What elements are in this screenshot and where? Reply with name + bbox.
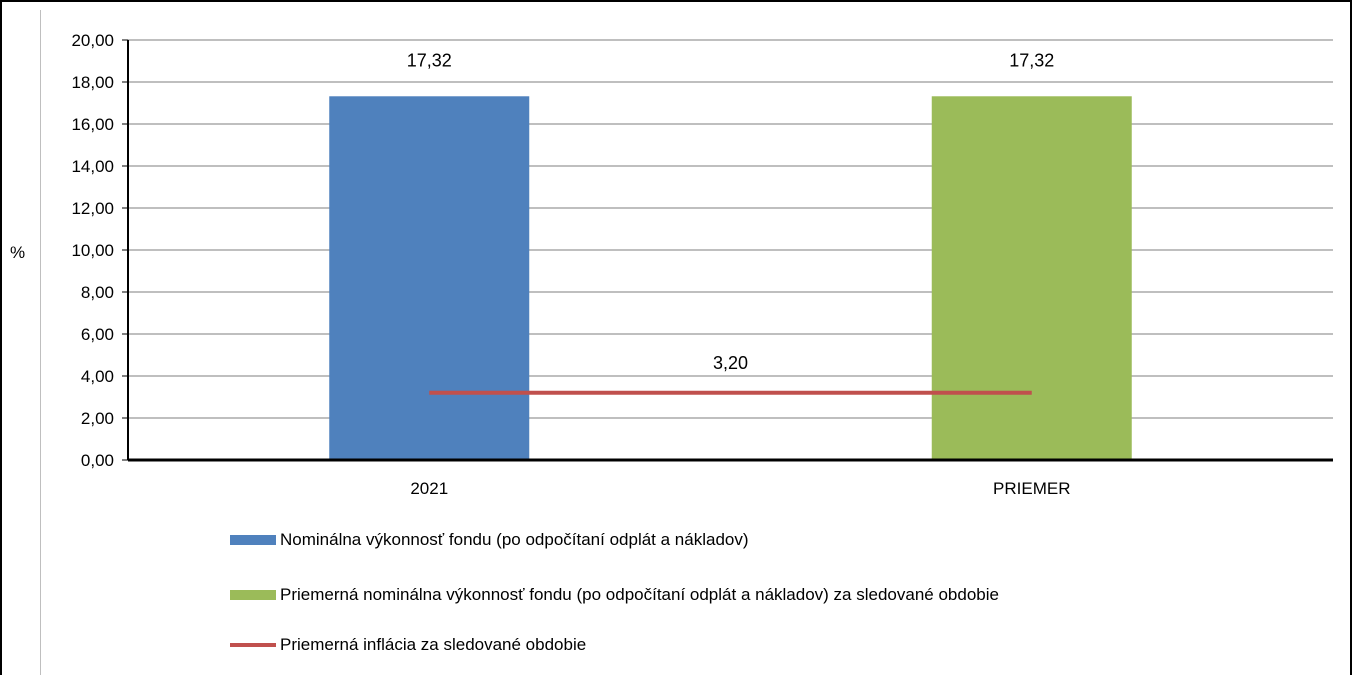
legend-item-average: Priemerná nominálna výkonnosť fondu (po … (230, 585, 999, 605)
labels: % 0,00 2,00 4,00 6,00 8,00 10,00 12,00 14,00 16,… (10, 31, 1070, 498)
legend-swatch-green (230, 590, 276, 600)
x-tick-label: PRIEMER (993, 479, 1070, 498)
y-tick-label: 0,00 (81, 451, 114, 470)
gridlines (122, 39, 1333, 461)
y-tick-label: 16,00 (71, 115, 114, 134)
data-label: 17,32 (407, 50, 452, 70)
x-tick-label: 2021 (410, 479, 448, 498)
data-label: 3,20 (713, 353, 748, 373)
y-tick-label: 4,00 (81, 367, 114, 386)
legend-label-nominal: Nominálna výkonnosť fondu (po odpočítaní… (280, 530, 749, 549)
bar-chart: % 0,00 2,00 4,00 6,00 8,00 10,00 12,00 14,00 16,… (10, 31, 1333, 498)
y-tick-label: 8,00 (81, 283, 114, 302)
chart-area-border (40, 10, 41, 675)
legend-label-average: Priemerná nominálna výkonnosť fondu (po … (280, 585, 999, 604)
bars (329, 96, 1132, 460)
bar (931, 96, 1132, 460)
y-tick-label: 12,00 (71, 199, 114, 218)
y-tick-label: 14,00 (71, 157, 114, 176)
axes (127, 40, 1333, 462)
legend-swatch-red-line (230, 643, 276, 647)
y-tick-label: 20,00 (71, 31, 114, 50)
data-label: 17,32 (1009, 50, 1054, 70)
legend-item-nominal: Nominálna výkonnosť fondu (po odpočítaní… (230, 530, 749, 550)
legend-swatch-blue (230, 535, 276, 545)
bar (329, 96, 530, 460)
legend-label-inflation: Priemerná inflácia za sledované obdobie (280, 635, 587, 654)
legend-item-inflation: Priemerná inflácia za sledované obdobie (230, 635, 586, 655)
y-tick-label: 6,00 (81, 325, 114, 344)
y-axis-label: % (10, 243, 25, 262)
y-tick-label: 10,00 (71, 241, 114, 260)
y-tick-label: 2,00 (81, 409, 114, 428)
y-tick-label: 18,00 (71, 73, 114, 92)
